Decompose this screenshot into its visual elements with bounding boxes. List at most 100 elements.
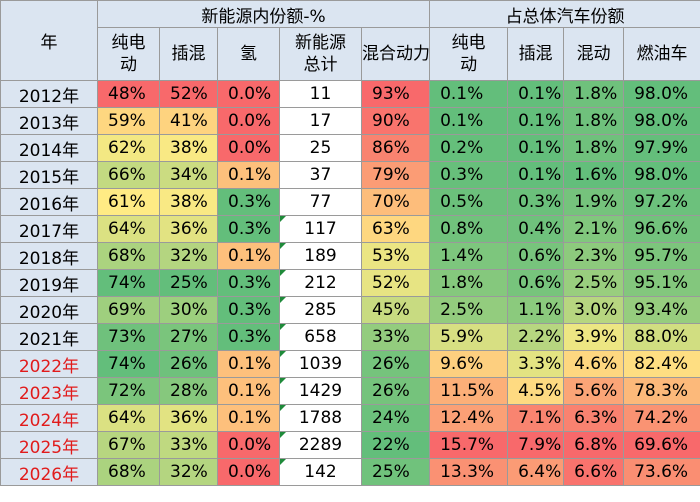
cell-col-8[interactable]: 69.6% [623, 431, 700, 459]
cell-col-8[interactable]: 97.2% [623, 188, 700, 216]
cell-col-2[interactable]: 0.1% [217, 377, 280, 405]
cell-col-2[interactable]: 0.0% [217, 107, 280, 135]
cell-col-4[interactable]: 33% [360, 323, 431, 351]
cell-col-4[interactable]: 86% [360, 134, 431, 162]
cell-col-0[interactable]: 66% [97, 161, 160, 189]
cell-col-7[interactable]: 4.6% [563, 350, 625, 378]
row-year[interactable]: 2016年 [0, 188, 98, 216]
cell-col-4[interactable]: 26% [360, 350, 431, 378]
cell-col-5[interactable]: 12.4% [429, 404, 509, 432]
row-year[interactable]: 2012年 [0, 80, 98, 108]
cell-col-5[interactable]: 0.1% [429, 80, 509, 108]
cell-col-8[interactable]: 78.3% [623, 377, 700, 405]
cell-col-3[interactable]: 1788 [279, 404, 362, 432]
cell-col-1[interactable]: 33% [159, 431, 218, 459]
cell-col-4[interactable]: 70% [360, 188, 431, 216]
row-year[interactable]: 2018年 [0, 242, 98, 270]
cell-col-2[interactable]: 0.0% [217, 431, 280, 459]
cell-col-1[interactable]: 32% [159, 242, 218, 270]
cell-col-2[interactable]: 0.3% [217, 323, 280, 351]
column-header-2[interactable]: 氢 [217, 27, 280, 81]
cell-col-0[interactable]: 64% [97, 215, 160, 243]
cell-col-0[interactable]: 64% [97, 404, 160, 432]
row-year[interactable]: 2014年 [0, 134, 98, 162]
row-year[interactable]: 2015年 [0, 161, 98, 189]
cell-col-1[interactable]: 25% [159, 269, 218, 297]
cell-col-0[interactable]: 72% [97, 377, 160, 405]
cell-col-4[interactable]: 93% [360, 80, 431, 108]
cell-col-8[interactable]: 88.0% [623, 323, 700, 351]
cell-col-8[interactable]: 95.1% [623, 269, 700, 297]
column-header-5[interactable]: 纯电动 [429, 27, 509, 81]
cell-col-1[interactable]: 27% [159, 323, 218, 351]
row-year[interactable]: 2021年 [0, 323, 98, 351]
cell-col-8[interactable]: 74.2% [623, 404, 700, 432]
cell-col-6[interactable]: 3.3% [507, 350, 565, 378]
cell-col-2[interactable]: 0.0% [217, 458, 280, 486]
cell-col-7[interactable]: 6.8% [563, 431, 625, 459]
cell-col-7[interactable]: 1.8% [563, 107, 625, 135]
cell-col-6[interactable]: 0.4% [507, 215, 565, 243]
cell-col-6[interactable]: 7.9% [507, 431, 565, 459]
cell-col-0[interactable]: 68% [97, 242, 160, 270]
cell-col-1[interactable]: 36% [159, 215, 218, 243]
cell-col-6[interactable]: 0.1% [507, 80, 565, 108]
cell-col-1[interactable]: 30% [159, 296, 218, 324]
cell-col-8[interactable]: 96.6% [623, 215, 700, 243]
column-header-7[interactable]: 混动 [563, 27, 625, 81]
cell-col-0[interactable]: 73% [97, 323, 160, 351]
cell-col-5[interactable]: 0.3% [429, 161, 509, 189]
cell-col-7[interactable]: 1.8% [563, 80, 625, 108]
column-header-3[interactable]: 新能源 总计 [279, 27, 362, 81]
cell-col-3[interactable]: 189 [279, 242, 362, 270]
cell-col-4[interactable]: 90% [360, 107, 431, 135]
cell-col-7[interactable]: 2.1% [563, 215, 625, 243]
row-year[interactable]: 2022年 [0, 350, 98, 378]
cell-col-7[interactable]: 6.3% [563, 404, 625, 432]
cell-col-1[interactable]: 41% [159, 107, 218, 135]
cell-col-7[interactable]: 1.6% [563, 161, 625, 189]
cell-col-2[interactable]: 0.3% [217, 188, 280, 216]
cell-col-0[interactable]: 48% [97, 80, 160, 108]
header-group-total[interactable]: 占总体汽车份额 [429, 0, 700, 28]
cell-col-8[interactable]: 95.7% [623, 242, 700, 270]
cell-col-3[interactable]: 285 [279, 296, 362, 324]
cell-col-5[interactable]: 0.1% [429, 107, 509, 135]
cell-col-8[interactable]: 97.9% [623, 134, 700, 162]
row-year[interactable]: 2023年 [0, 377, 98, 405]
row-year[interactable]: 2026年 [0, 458, 98, 486]
cell-col-1[interactable]: 36% [159, 404, 218, 432]
cell-col-4[interactable]: 52% [360, 269, 431, 297]
row-year[interactable]: 2013年 [0, 107, 98, 135]
header-year[interactable]: 年 [0, 0, 98, 81]
cell-col-3[interactable]: 25 [279, 134, 362, 162]
cell-col-6[interactable]: 6.4% [507, 458, 565, 486]
cell-col-4[interactable]: 24% [360, 404, 431, 432]
column-header-8[interactable]: 燃油车 [623, 27, 700, 81]
cell-col-1[interactable]: 52% [159, 80, 218, 108]
cell-col-0[interactable]: 74% [97, 350, 160, 378]
cell-col-6[interactable]: 1.1% [507, 296, 565, 324]
row-year[interactable]: 2024年 [0, 404, 98, 432]
cell-col-4[interactable]: 26% [360, 377, 431, 405]
cell-col-6[interactable]: 4.5% [507, 377, 565, 405]
cell-col-7[interactable]: 2.5% [563, 269, 625, 297]
column-header-1[interactable]: 插混 [159, 27, 218, 81]
cell-col-2[interactable]: 0.1% [217, 242, 280, 270]
cell-col-8[interactable]: 82.4% [623, 350, 700, 378]
cell-col-0[interactable]: 69% [97, 296, 160, 324]
cell-col-7[interactable]: 1.8% [563, 134, 625, 162]
cell-col-0[interactable]: 59% [97, 107, 160, 135]
cell-col-3[interactable]: 1039 [279, 350, 362, 378]
cell-col-5[interactable]: 0.5% [429, 188, 509, 216]
row-year[interactable]: 2017年 [0, 215, 98, 243]
cell-col-8[interactable]: 98.0% [623, 161, 700, 189]
cell-col-5[interactable]: 13.3% [429, 458, 509, 486]
cell-col-2[interactable]: 0.0% [217, 80, 280, 108]
cell-col-7[interactable]: 2.3% [563, 242, 625, 270]
cell-col-4[interactable]: 25% [360, 458, 431, 486]
cell-col-0[interactable]: 61% [97, 188, 160, 216]
cell-col-3[interactable]: 77 [279, 188, 362, 216]
cell-col-4[interactable]: 45% [360, 296, 431, 324]
cell-col-1[interactable]: 34% [159, 161, 218, 189]
